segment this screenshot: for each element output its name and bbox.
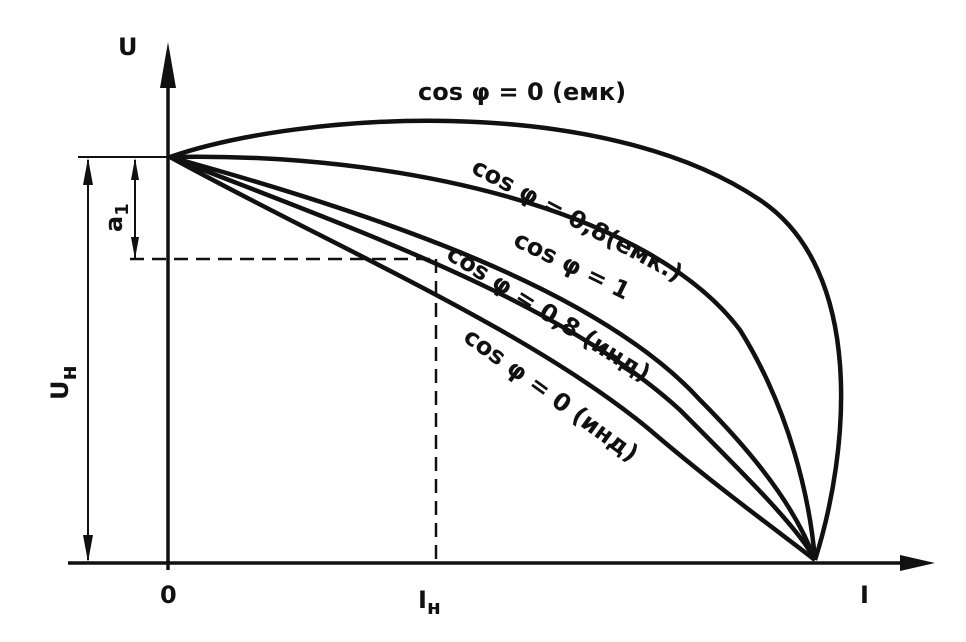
x-arrow [900, 555, 935, 571]
curve [169, 154, 818, 562]
x-label: I [860, 581, 869, 609]
curve [169, 154, 818, 561]
arrowhead [83, 158, 93, 185]
rated-voltage-main: U [46, 381, 74, 401]
curve [169, 154, 818, 561]
curve [169, 118, 844, 561]
arrowhead [83, 535, 93, 562]
arrowhead [131, 158, 139, 180]
y-arrow [160, 42, 176, 88]
rated-voltage: Uн [46, 365, 82, 400]
rated-current-sub: н [427, 595, 441, 619]
rated-current: Iн [418, 586, 441, 619]
curve [168, 155, 817, 562]
drop-main: a [100, 216, 128, 232]
origin-label: 0 [160, 581, 177, 609]
arrowhead [131, 237, 139, 259]
rated-current-main: I [418, 586, 427, 614]
rated-voltage-sub: н [57, 365, 82, 380]
curve-label: cos φ = 0 (емк) [418, 78, 626, 106]
drop-label: a1 [100, 203, 133, 232]
y-label: U [118, 33, 138, 61]
drop-sub: 1 [112, 203, 133, 216]
